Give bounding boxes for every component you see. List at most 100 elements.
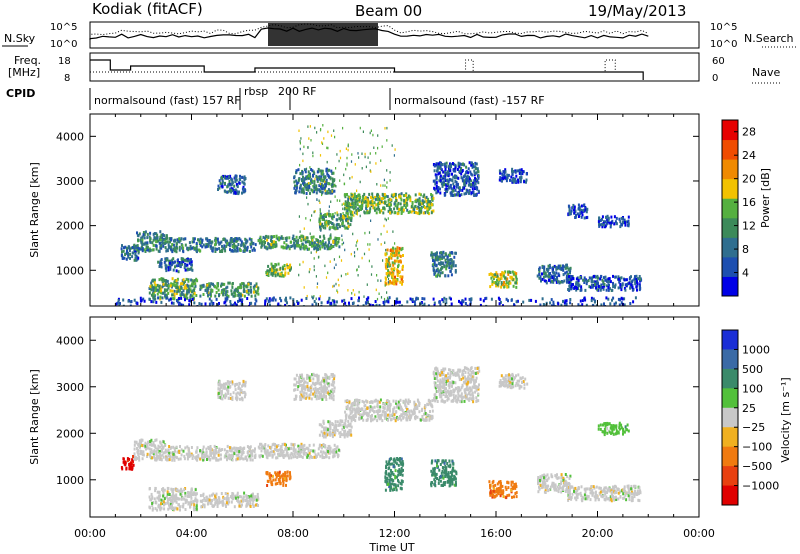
echo-cell [214, 451, 217, 455]
echo-cell [246, 297, 249, 300]
echo-cell [393, 202, 396, 206]
echo-cell [349, 223, 352, 227]
echo-cell [149, 455, 152, 459]
echo-cell [177, 258, 179, 262]
echo-cell [218, 242, 221, 246]
echo-cell [226, 455, 229, 459]
echo-cell [419, 203, 422, 207]
echo-cell [417, 297, 419, 301]
echo-cell [308, 240, 311, 244]
echo-cell [290, 245, 293, 248]
echo-cell [377, 202, 380, 206]
echo-cell [268, 297, 271, 301]
echo-cell [559, 267, 562, 271]
echo-cell [160, 449, 163, 453]
echo-cell [217, 288, 220, 292]
freq-tick-bottom: 8 [64, 73, 70, 84]
echo-cell [299, 185, 302, 189]
echo-cell [605, 296, 608, 300]
echo-cell [189, 247, 192, 251]
echo-cell [175, 493, 178, 497]
echo-cell [341, 203, 343, 206]
echo-cell [305, 246, 308, 250]
echo-cell [221, 383, 224, 387]
echo-cell [236, 382, 238, 386]
echo-cell [178, 449, 181, 453]
echo-cell [171, 489, 174, 493]
echo-cell [234, 494, 237, 498]
echo-cell [167, 507, 170, 511]
echo-cell [390, 256, 393, 260]
echo-cell [234, 301, 236, 305]
echo-cell [618, 303, 621, 306]
echo-cell [380, 279, 382, 282]
echo-cell [300, 137, 302, 140]
echo-cell [485, 304, 488, 306]
echo-cell [351, 175, 353, 179]
echo-cell [413, 300, 416, 304]
echo-cell [343, 193, 346, 197]
echo-cell [237, 500, 240, 504]
echo-cell [314, 177, 316, 181]
echo-cell [329, 214, 332, 218]
echo-cell [603, 283, 606, 286]
echo-cell [504, 276, 507, 280]
echo-cell [338, 159, 340, 163]
echo-cell [130, 461, 133, 465]
echo-cell [125, 257, 128, 261]
echo-cell [155, 450, 158, 454]
echo-cell [241, 175, 244, 179]
echo-cell [365, 165, 367, 169]
echo-cell [242, 285, 245, 289]
echo-cell [284, 298, 287, 302]
echo-cell [393, 282, 396, 286]
echo-cell [197, 248, 200, 252]
echo-cell [285, 246, 288, 250]
echo-cell [404, 206, 407, 209]
echo-cell [397, 263, 400, 267]
echo-cell [155, 247, 158, 251]
echo-cell [154, 283, 157, 287]
colorbar-swatch [722, 139, 738, 160]
echo-cell [261, 446, 264, 450]
echo-cell [624, 223, 627, 227]
echo-cell [325, 215, 327, 218]
echo-cell [133, 440, 136, 444]
colorbar-tick-label: 28 [742, 126, 756, 139]
echo-cell [208, 297, 211, 301]
echo-cell [264, 241, 266, 244]
echo-cell [188, 267, 190, 271]
echo-cell [445, 172, 448, 176]
echo-cell [195, 504, 198, 508]
echo-cell [555, 280, 558, 284]
echo-cell [498, 178, 501, 182]
echo-cell [492, 277, 495, 280]
echo-cell [149, 237, 152, 241]
echo-cell [235, 398, 238, 402]
echo-cell [272, 450, 275, 454]
echo-cell [244, 177, 247, 180]
echo-cell [218, 179, 221, 183]
echo-cell [350, 297, 353, 301]
echo-cell [324, 243, 327, 247]
echo-cell [474, 187, 476, 190]
echo-cell [184, 494, 187, 498]
echo-cell [389, 211, 391, 215]
echo-cell [574, 216, 577, 219]
echo-cell [185, 452, 188, 456]
echo-cell [160, 498, 163, 502]
echo-cell [279, 296, 282, 300]
echo-cell [275, 270, 277, 274]
echo-cell [580, 285, 583, 289]
echo-cell [298, 244, 301, 247]
echo-cell [347, 289, 349, 292]
echo-cell [192, 454, 195, 458]
echo-cell [462, 186, 464, 190]
echo-cell [298, 179, 300, 183]
echo-cell [584, 298, 587, 302]
echo-cell [444, 252, 447, 256]
echo-cell [228, 380, 230, 384]
echo-cell [240, 499, 243, 503]
echo-cell [364, 196, 367, 199]
echo-cell [386, 296, 389, 300]
